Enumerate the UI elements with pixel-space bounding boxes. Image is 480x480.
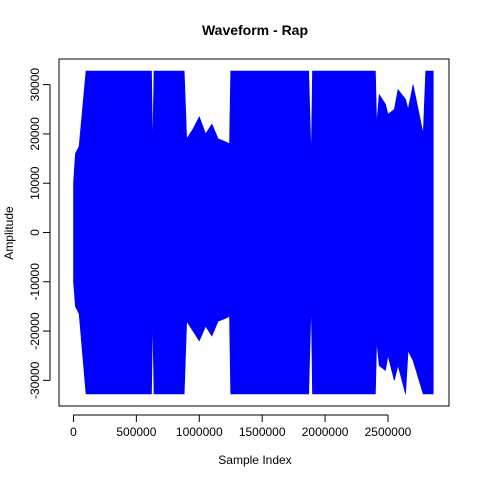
x-axis-label: Sample Index [218, 453, 291, 467]
x-tick-label: 1000000 [176, 425, 223, 439]
y-tick-label: -20000 [28, 312, 42, 350]
waveform-series [73, 70, 434, 395]
x-axis: 0 500000 1000000 1500000 2000000 2500000 [70, 414, 412, 439]
x-tick-label: 2500000 [365, 425, 412, 439]
y-tick-label: 0 [28, 229, 42, 236]
y-axis-label: Amplitude [2, 206, 16, 260]
plot-frame [58, 58, 450, 407]
x-tick-label: 0 [70, 425, 77, 439]
y-tick-label: 20000 [28, 117, 42, 151]
y-tick-label: 30000 [28, 68, 42, 102]
x-tick-label: 1500000 [239, 425, 286, 439]
y-tick-label: 10000 [28, 166, 42, 200]
x-tick-label: 500000 [116, 425, 156, 439]
chart-title: Waveform - Rap [202, 22, 308, 38]
y-tick-label: -30000 [28, 361, 42, 399]
y-tick-label: -10000 [28, 263, 42, 301]
y-axis: -30000 -20000 -10000 0 10000 20000 30000 [28, 68, 51, 399]
x-tick-label: 2000000 [302, 425, 349, 439]
waveform-envelope-0 [73, 70, 434, 395]
